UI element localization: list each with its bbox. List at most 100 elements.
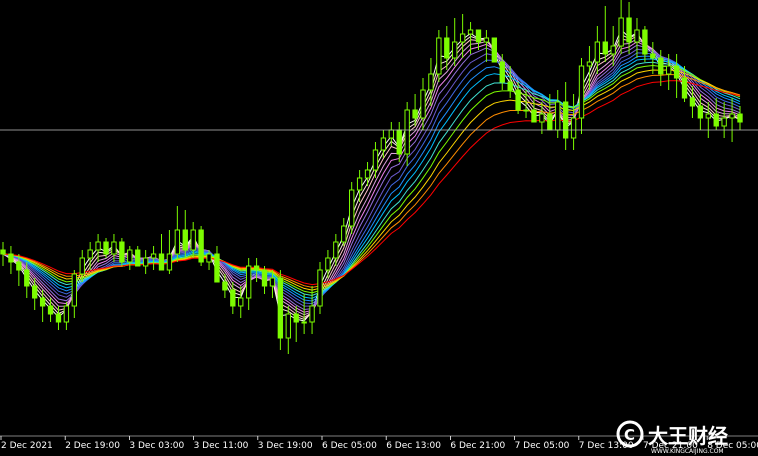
- candle: [16, 254, 22, 286]
- candle: [111, 234, 117, 262]
- candle-body: [562, 101, 569, 139]
- candle-body: [555, 101, 561, 131]
- candle-body: [214, 253, 220, 283]
- candle: [610, 26, 616, 66]
- candle-body: [396, 129, 402, 155]
- candle-body: [713, 113, 719, 127]
- candle-body: [261, 269, 268, 287]
- candle-body: [349, 189, 355, 227]
- candle: [570, 94, 577, 150]
- candle-body: [39, 297, 46, 307]
- candle-body: [325, 257, 331, 271]
- candle-body: [428, 73, 434, 91]
- candle: [650, 42, 656, 74]
- ma-line-4: [2, 38, 741, 316]
- candle: [309, 286, 315, 334]
- candle-body: [245, 265, 252, 299]
- candle-body: [610, 45, 616, 55]
- candle-body: [570, 117, 577, 139]
- candle-body: [341, 225, 347, 243]
- x-tick-label: 3 Dec 19:00: [258, 441, 313, 451]
- candle: [539, 102, 545, 134]
- candle-body: [658, 57, 664, 75]
- candle-body: [190, 229, 196, 251]
- candle: [182, 210, 188, 258]
- candle: [63, 302, 70, 330]
- x-tick-label: 7 Dec 13:00: [579, 441, 634, 451]
- candle: [562, 82, 569, 150]
- candle: [681, 66, 688, 102]
- candle-body: [253, 265, 260, 271]
- candle: [737, 106, 743, 130]
- candle-body: [681, 77, 688, 99]
- candle: [420, 78, 426, 130]
- candle-body: [626, 17, 632, 43]
- candle-body: [459, 33, 466, 43]
- brand-site: WWW.KINGCAIJING.COM: [651, 448, 724, 455]
- candle: [364, 162, 371, 186]
- candle: [507, 66, 513, 98]
- candle-body: [547, 113, 553, 131]
- candle: [32, 278, 38, 310]
- candle: [245, 258, 252, 310]
- candle: [444, 26, 450, 70]
- candle-body: [665, 65, 672, 75]
- candle: [341, 218, 347, 246]
- time-axis: 2 Dec 2021 2 Dec 19:00 3 Dec 03:00 3 Dec 11…: [0, 436, 758, 451]
- candle: [269, 270, 276, 298]
- candle: [713, 98, 719, 130]
- candle: [158, 234, 165, 271]
- candle-body: [475, 29, 482, 43]
- x-tick-label: 6 Dec 21:00: [450, 441, 505, 451]
- candle: [578, 58, 585, 134]
- candle-body: [285, 313, 291, 339]
- candle: [135, 246, 141, 267]
- watermark: C 大王财经 WWW.KINGCAIJING.COM: [616, 420, 728, 455]
- candle: [150, 246, 157, 270]
- candle-body: [174, 229, 181, 255]
- candle-body: [47, 305, 54, 315]
- candle-body: [71, 273, 78, 307]
- candle: [428, 58, 434, 106]
- candle: [293, 306, 299, 342]
- candle-body: [142, 257, 149, 267]
- candle: [586, 46, 593, 90]
- candle-body: [602, 41, 608, 55]
- candle: [673, 54, 680, 98]
- candle: [8, 246, 14, 274]
- ma-line-15: [2, 80, 741, 286]
- candle-body: [531, 109, 537, 123]
- candle: [47, 298, 54, 322]
- logo-glyph: C: [624, 426, 635, 444]
- candle-body: [491, 37, 498, 63]
- candle: [483, 30, 490, 62]
- candle: [459, 14, 466, 58]
- ma-line-9: [2, 55, 741, 302]
- candle: [380, 130, 387, 158]
- candle: [634, 18, 640, 58]
- candle-body: [198, 229, 204, 263]
- candle-body: [729, 113, 735, 119]
- candle-body: [594, 41, 601, 63]
- candle: [87, 242, 93, 270]
- x-tick-label: 3 Dec 11:00: [194, 441, 249, 451]
- candle-body: [8, 253, 14, 263]
- candle-body: [642, 29, 648, 55]
- x-tick-label: 3 Dec 03:00: [129, 441, 184, 451]
- candle: [531, 98, 537, 123]
- candle-body: [689, 97, 696, 107]
- candle: [412, 94, 418, 126]
- candle: [119, 238, 125, 266]
- candle: [404, 102, 410, 166]
- candle-body: [301, 321, 307, 324]
- candle-body: [420, 89, 426, 119]
- candle: [206, 250, 212, 270]
- candle: [166, 230, 173, 274]
- candle: [705, 102, 711, 138]
- candle-body: [737, 113, 743, 123]
- candle-body: [499, 61, 505, 83]
- candle-body: [333, 241, 339, 259]
- candle: [689, 86, 696, 118]
